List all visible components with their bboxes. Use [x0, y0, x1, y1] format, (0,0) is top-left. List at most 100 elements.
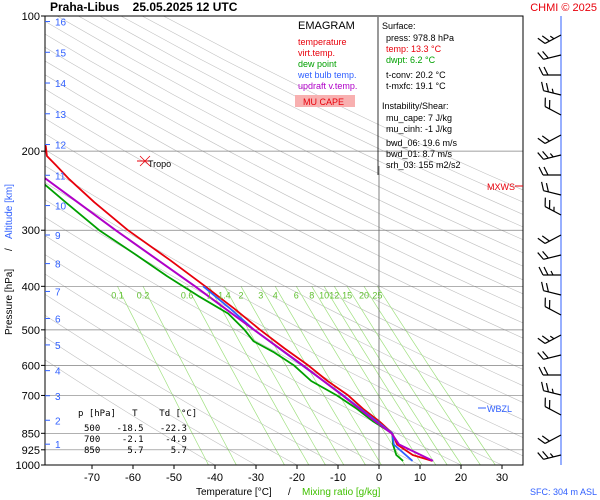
station-date-title: Praha-Libus 25.05.2025 12 UTC — [50, 0, 238, 14]
wind-barb — [541, 181, 562, 196]
pressure-tick-label: 300 — [22, 225, 40, 237]
t-conv: t-conv: 20.2 °C — [386, 70, 446, 80]
mixing-ratio-label: 15 — [342, 290, 352, 300]
altitude-tick-label: 16 — [55, 18, 67, 29]
ylabel-separator: / — [4, 248, 15, 251]
legend-item-updraft: updraft v.temp. — [298, 81, 357, 91]
legend: EMAGRAM temperature virt.temp. dew point… — [295, 20, 357, 107]
dry-adiabat-line — [45, 33, 523, 281]
dry-adiabat-line — [45, 20, 523, 267]
mixing-ratio-labels: 0.1 0.2 0.6 1 1.4 2 3 4 6 8 10 12 15 20 25 — [111, 290, 382, 300]
pressure-tick-label: 1000 — [16, 460, 40, 472]
wind-barb — [541, 81, 562, 96]
dry-adiabat-line — [45, 46, 523, 295]
altitude-tick-label: 4 — [55, 367, 61, 378]
mxws-label: MXWS — [487, 182, 515, 192]
pressure-tick-label: 850 — [22, 428, 40, 440]
legend-title: EMAGRAM — [298, 20, 355, 32]
surface-dwpt: dwpt: 6.2 °C — [386, 55, 436, 65]
x-tick-label: -50 — [166, 472, 182, 484]
altitude-tick-label: 14 — [55, 79, 67, 90]
wind-barb — [541, 281, 562, 296]
dry-adiabat-line — [45, 88, 523, 339]
plot-frame — [44, 15, 524, 466]
pressure-tick-label: 600 — [22, 360, 40, 372]
dry-adiabat-line — [45, 74, 523, 324]
wind-barb — [544, 97, 562, 116]
mu-cinh: mu_cinh: -1 J/kg — [386, 124, 452, 134]
srh-03: srh_03: 155 m2/s2 — [386, 160, 461, 170]
wind-barb — [537, 350, 562, 360]
legend-item-temperature: temperature — [298, 37, 347, 47]
altitude-tick-label: 1 — [55, 440, 61, 451]
surface-press: press: 978.8 hPa — [386, 33, 454, 43]
altitude-tick-label: 12 — [55, 141, 67, 152]
legend-item-dew-point: dew point — [298, 59, 337, 69]
profiles — [45, 143, 434, 462]
table-row-500: 500 -18.5 -22.3 — [84, 424, 187, 434]
dry-adiabat-line — [45, 293, 339, 465]
tropopause-marker: Tropo — [137, 155, 171, 169]
isobars — [45, 150, 523, 451]
wind-barb — [538, 66, 561, 76]
wind-barb — [538, 366, 561, 376]
altitude-tick-label: 3 — [55, 392, 61, 403]
wind-barb — [537, 50, 562, 60]
altitude-tick-label: 5 — [55, 341, 61, 352]
pressure-ticks: 100 200 300 400 500 600 700 850 925 1000 — [16, 11, 45, 472]
x-tick-label: -20 — [289, 472, 305, 484]
wind-barb — [537, 450, 562, 460]
wind-barb — [537, 34, 562, 44]
mixing-ratio-label: 20 — [359, 290, 369, 300]
bwd-01: bwd_01: 8.7 m/s — [386, 149, 453, 159]
mixing-ratio-label: 8 — [309, 290, 314, 300]
level-table: p [hPa] T Td [°C] 500 -18.5 -22.3 700 -2… — [78, 409, 197, 456]
mixing-ratio-line — [323, 286, 437, 465]
t-mxfc: t-mxfc: 19.1 °C — [386, 81, 446, 91]
mixing-ratio-label: 6 — [294, 290, 299, 300]
wind-barb — [537, 234, 562, 244]
surface-temp: temp: 13.3 °C — [386, 44, 442, 54]
mixing-ratio-label: 1 — [207, 290, 212, 300]
dry-adiabat-line — [99, 16, 523, 228]
x-tick-label: -10 — [330, 472, 346, 484]
mixing-ratio-label: 0.2 — [137, 290, 150, 300]
x-tick-label: 10 — [414, 472, 426, 484]
pressure-tick-label: 100 — [22, 11, 40, 23]
legend-item-virt-temp: virt.temp. — [298, 48, 335, 58]
mu-cape-badge-label: MU CAPE — [303, 97, 344, 107]
dry-adiabat-line — [120, 16, 523, 215]
tropo-label: Tropo — [148, 159, 171, 169]
altitude-tick-label: 7 — [55, 287, 61, 298]
altitude-tick-label: 15 — [55, 48, 67, 59]
dry-adiabat-line — [45, 60, 523, 309]
x-tick-label: -70 — [84, 472, 100, 484]
wind-barb — [544, 397, 562, 416]
dry-adiabat-line — [141, 16, 523, 203]
mixing-ratio-label: 3 — [258, 290, 263, 300]
wbzl-label: WBZL — [487, 404, 512, 414]
xlabel-temperature: Temperature [°C] — [196, 487, 272, 498]
x-tick-label: -60 — [125, 472, 141, 484]
legend-item-wet-bulb: wet bulb temp. — [297, 70, 357, 80]
pressure-tick-label: 700 — [22, 390, 40, 402]
wind-barb — [538, 166, 561, 176]
x-tick-label: 0 — [376, 472, 382, 484]
copyright-text: CHMI © 2025 — [530, 2, 597, 14]
xlabel-separator: / — [288, 487, 291, 498]
wind-barb — [537, 434, 562, 444]
instability-title: Instability/Shear: — [382, 101, 449, 111]
dry-adiabat-line — [45, 165, 523, 421]
mixing-ratio-line — [363, 286, 481, 465]
altitude-tick-label: 10 — [55, 202, 67, 213]
dry-adiabat-line — [45, 103, 523, 354]
dry-adiabat-line — [163, 16, 523, 191]
sfc-label: SFC: 304 m ASL — [530, 487, 597, 497]
y-axis-title: Pressure [hPa] / Altitude [km] — [4, 184, 15, 335]
dry-adiabat-line — [57, 16, 523, 254]
pressure-tick-label: 400 — [22, 281, 40, 293]
wind-barb — [538, 266, 561, 276]
dry-adiabat-line — [45, 149, 523, 403]
mixing-ratio-label: 2 — [238, 290, 243, 300]
